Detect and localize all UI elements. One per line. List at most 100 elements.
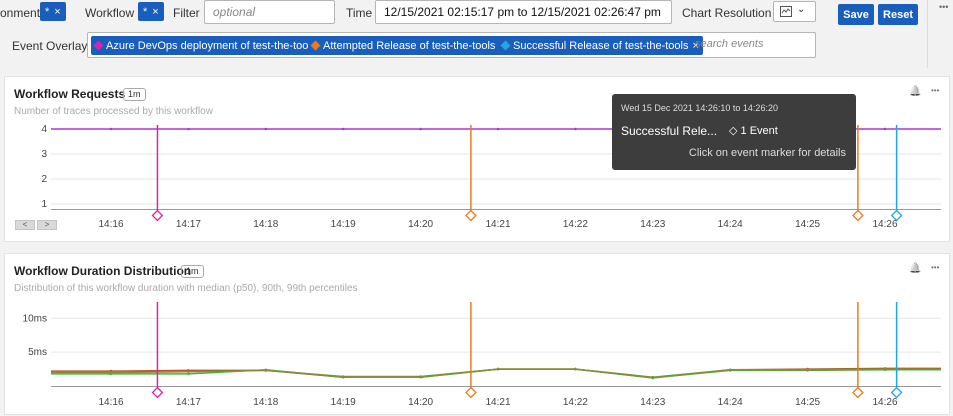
event-overlay-input[interactable]: Azure DevOps deployment of test-the-tool… (87, 32, 816, 58)
filter-label: Filter (173, 6, 200, 20)
x-tick-label: 14:22 (563, 219, 588, 230)
x-tick-label: 14:26 (872, 397, 897, 408)
time-range-input[interactable]: 12/15/2021 02:15:17 pm to 12/15/2021 02:… (375, 0, 672, 24)
data-point (109, 371, 113, 374)
x-tick-label: 14:22 (563, 397, 588, 408)
x-tick-label: 14:23 (640, 219, 665, 230)
x-tick-label: 14:18 (253, 397, 278, 408)
event-tooltip: Wed 15 Dec 2021 14:26:10 to 14:26:20 Suc… (612, 94, 856, 170)
save-button[interactable]: Save (838, 4, 874, 25)
workflow-chip[interactable]: * × (138, 2, 164, 21)
event-chip-attempted[interactable]: Attempted Release of test-the-tools × (308, 36, 510, 55)
x-tick-label: 14:23 (640, 397, 665, 408)
divider (927, 0, 928, 68)
filter-input[interactable]: optional (204, 0, 335, 24)
event-marker-icon (890, 386, 903, 399)
environment-chip-value: * (45, 5, 50, 18)
close-icon[interactable]: × (54, 5, 61, 18)
data-point (883, 367, 887, 371)
x-tick-label: 14:24 (718, 219, 743, 230)
x-tick-label: 14:16 (98, 397, 123, 408)
more-options-icon[interactable]: ••• (939, 2, 949, 12)
workflow-duration-chart[interactable]: 5ms 10ms 14:16 14:17 14:18 14:19 14:20 14:21 14:… (5, 254, 951, 416)
data-point (109, 127, 113, 131)
x-tick-label: 14:19 (331, 219, 356, 230)
event-search-input[interactable]: search events (695, 38, 764, 50)
event-marker-icon (151, 386, 164, 399)
chart-icon (780, 6, 792, 17)
event-marker-icon (852, 209, 864, 222)
x-tick-label: 14:24 (718, 397, 743, 408)
event-marker-icon (465, 386, 477, 399)
environment-label: onment (0, 6, 41, 20)
reset-button[interactable]: Reset (878, 4, 918, 25)
workflow-duration-panel: Workflow Duration Distribution 1m Distri… (4, 253, 950, 415)
data-point (187, 372, 190, 376)
y-tick-label: 2 (41, 174, 47, 185)
close-icon[interactable]: × (692, 39, 699, 52)
more-options-icon[interactable]: ••• (931, 263, 940, 272)
event-chip-label: Attempted Release of test-the-tools (323, 39, 496, 52)
x-tick-label: 14:18 (253, 219, 278, 230)
resolution-badge: 1m (123, 88, 146, 101)
tooltip-event-name: Successful Rele... (621, 124, 718, 138)
panel-title: Workflow Requests (14, 87, 126, 101)
prev-page-button[interactable]: < (15, 220, 35, 230)
y-tick-label: 4 (41, 124, 47, 135)
data-point (187, 127, 190, 131)
event-chip-successful[interactable]: Successful Release of test-the-tools × (498, 36, 703, 55)
y-tick-label: 10ms (23, 313, 47, 324)
data-point (496, 127, 500, 131)
event-marker-icon (465, 209, 477, 222)
event-marker-icon (890, 209, 903, 222)
y-tick-label: 3 (41, 149, 47, 160)
x-tick-label: 14:26 (872, 219, 897, 230)
event-marker-icon (151, 209, 164, 222)
panel-title: Workflow Duration Distribution (14, 264, 192, 278)
x-tick-label: 14:17 (176, 397, 201, 408)
close-icon[interactable]: × (152, 5, 159, 18)
environment-chip[interactable]: * × (40, 2, 66, 21)
x-tick-label: 14:19 (331, 397, 356, 408)
event-chip-label: Azure DevOps deployment of test-the-tool… (106, 39, 317, 52)
x-tick-label: 14:16 (98, 219, 123, 230)
data-point (264, 127, 268, 131)
more-options-icon[interactable]: ••• (931, 86, 940, 95)
event-overlay-label: Event Overlay (12, 39, 88, 53)
data-point (496, 367, 500, 371)
chevron-down-icon: ⌄ (797, 4, 806, 15)
bell-icon[interactable]: 🔔 (909, 263, 922, 274)
tooltip-event-count: ◇ 1 Event (729, 125, 778, 137)
workflow-label: Workflow (85, 6, 135, 20)
event-marker-icon (93, 40, 104, 51)
event-marker-icon (310, 40, 321, 51)
tooltip-time-range: Wed 15 Dec 2021 14:26:10 to 14:26:20 (621, 103, 778, 113)
data-point (883, 127, 887, 131)
data-point (419, 375, 422, 378)
data-point (187, 370, 190, 374)
x-tick-label: 14:20 (408, 219, 433, 230)
y-tick-label: 1 (41, 199, 47, 210)
data-point (264, 369, 268, 372)
panel-subtitle: Number of traces processed by this workf… (14, 106, 213, 117)
chart-resolution-label: Chart Resolution (682, 6, 772, 20)
data-point (806, 368, 809, 372)
workflow-chip-value: * (143, 5, 148, 18)
data-point (574, 367, 577, 371)
event-chip-azure[interactable]: Azure DevOps deployment of test-the-tool… (91, 36, 331, 55)
data-point (341, 375, 345, 378)
x-tick-label: 14:21 (485, 219, 510, 230)
y-tick-label: 5ms (28, 347, 47, 358)
x-tick-label: 14:21 (485, 397, 510, 408)
x-tick-label: 14:20 (408, 397, 433, 408)
data-point (728, 368, 732, 372)
data-point (651, 375, 655, 379)
x-tick-label: 14:25 (795, 219, 820, 230)
x-tick-label: 14:17 (176, 219, 201, 230)
chart-resolution-select[interactable]: ⌄ (773, 1, 816, 22)
time-label: Time (346, 6, 373, 20)
next-page-button[interactable]: > (37, 220, 57, 230)
tooltip-hint: Click on event marker for details (688, 147, 846, 159)
bell-icon[interactable]: 🔔 (909, 86, 922, 97)
event-chip-label: Successful Release of test-the-tools (513, 39, 689, 52)
